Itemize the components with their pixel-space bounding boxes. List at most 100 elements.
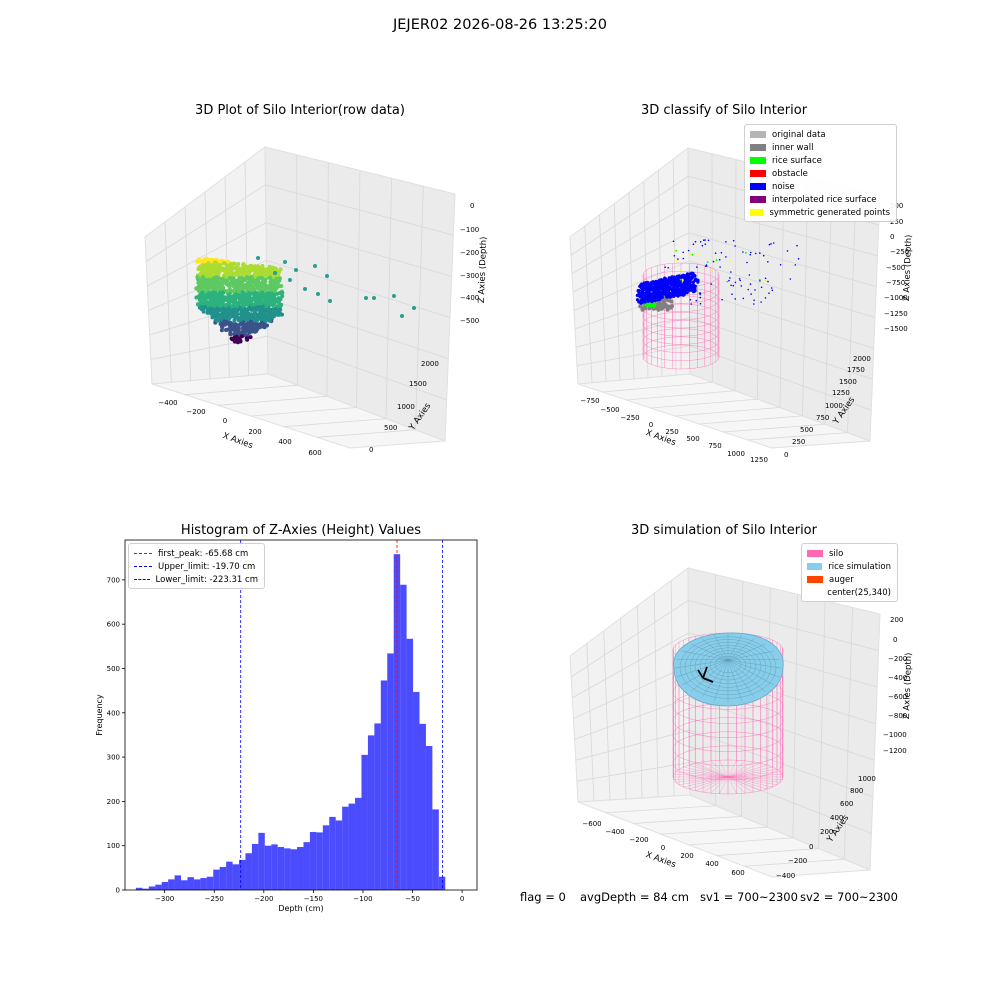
legend-item: rice simulation bbox=[807, 560, 891, 573]
simulation-xtick: 200 bbox=[680, 852, 693, 860]
raw-point bbox=[212, 286, 216, 291]
raw-point bbox=[241, 271, 246, 276]
simulation-zlabel: Z Axies (Depth) bbox=[902, 652, 914, 719]
raw-outlier-point bbox=[364, 296, 368, 300]
raw-xtick: 200 bbox=[248, 428, 261, 436]
raw-point bbox=[225, 271, 230, 276]
legend-item: noise bbox=[750, 180, 890, 193]
raw-point bbox=[268, 280, 273, 285]
noise-point bbox=[714, 252, 717, 254]
classify-floor-pane bbox=[577, 373, 871, 449]
raw-point bbox=[229, 312, 234, 316]
raw-point bbox=[201, 263, 206, 268]
simulation-left-pane bbox=[569, 567, 691, 803]
raw-point bbox=[257, 297, 262, 302]
classify-3d-plot: −750 −500 −250 0 250 500 750 1000 1250 X… bbox=[569, 147, 914, 464]
noise-point bbox=[647, 296, 651, 300]
y-tick-label: 400 bbox=[107, 709, 120, 717]
noise-point bbox=[658, 278, 662, 282]
histogram-bar bbox=[374, 723, 381, 890]
raw-outlier-point bbox=[328, 299, 332, 303]
raw-point bbox=[223, 280, 228, 285]
simulation-xtick: −600 bbox=[582, 820, 601, 828]
histogram-bar bbox=[309, 831, 317, 890]
status-avg-depth: avgDepth = 84 cm bbox=[580, 890, 689, 904]
noise-point bbox=[720, 252, 723, 254]
y-tick-label: 300 bbox=[107, 754, 120, 762]
noise-point bbox=[654, 280, 658, 284]
simulation-ytick: 400 bbox=[830, 814, 843, 822]
noise-point bbox=[690, 303, 692, 305]
classify-zlabel: Z Axies (Depth) bbox=[902, 234, 914, 301]
raw-point bbox=[237, 276, 242, 281]
histogram-reference-lines bbox=[240, 540, 443, 890]
noise-point bbox=[764, 297, 767, 299]
raw-point bbox=[258, 317, 263, 322]
raw-point bbox=[256, 279, 260, 284]
noise-point bbox=[651, 281, 656, 285]
noise-point bbox=[664, 266, 666, 269]
raw-point bbox=[278, 304, 283, 309]
raw-point bbox=[227, 284, 232, 289]
raw-point bbox=[240, 334, 244, 339]
simulation-ztick: 200 bbox=[890, 616, 903, 624]
noise-point bbox=[665, 295, 669, 299]
noise-point bbox=[667, 285, 670, 287]
raw-point bbox=[201, 275, 205, 280]
noise-point bbox=[667, 266, 669, 269]
classify-ztick: −250 bbox=[890, 248, 909, 256]
noise-point bbox=[710, 283, 712, 285]
raw-point bbox=[243, 284, 248, 288]
noise-point bbox=[667, 278, 671, 282]
noise-point bbox=[641, 296, 645, 300]
histogram-bar bbox=[142, 888, 149, 890]
raw-ytick: 1000 bbox=[397, 403, 415, 411]
raw-point bbox=[224, 268, 229, 272]
raw-point bbox=[266, 301, 271, 306]
simulation-xtick: −400 bbox=[605, 828, 624, 836]
noise-point bbox=[738, 278, 741, 280]
noise-point bbox=[659, 282, 663, 286]
raw-point bbox=[234, 329, 239, 334]
raw-point bbox=[260, 290, 265, 295]
symmetric-point bbox=[710, 269, 713, 272]
legend-line bbox=[134, 566, 152, 567]
noise-point bbox=[664, 279, 668, 283]
raw-point bbox=[256, 313, 261, 317]
noise-point bbox=[675, 287, 679, 291]
raw-point bbox=[224, 274, 229, 279]
classify-xtick: 1250 bbox=[750, 456, 768, 464]
noise-point bbox=[768, 243, 771, 246]
raw-outlier-point bbox=[283, 260, 287, 264]
raw-outlier-point bbox=[372, 296, 376, 300]
legend-item: original data bbox=[750, 128, 890, 141]
inner-wall-point bbox=[660, 302, 665, 307]
raw-point bbox=[257, 325, 262, 330]
raw-point bbox=[195, 275, 200, 279]
classify-ytick: 750 bbox=[816, 414, 829, 422]
classify-ztick: −1500 bbox=[884, 325, 908, 333]
raw-point bbox=[244, 268, 249, 273]
raw-point bbox=[274, 276, 279, 281]
noise-point bbox=[685, 280, 689, 285]
noise-point bbox=[742, 251, 744, 253]
raw-xtick: −400 bbox=[158, 399, 177, 407]
raw-point bbox=[256, 276, 260, 281]
raw-point bbox=[263, 274, 268, 279]
histogram-bar bbox=[245, 853, 252, 890]
raw-point bbox=[276, 296, 281, 301]
legend-swatch bbox=[750, 131, 766, 138]
noise-point bbox=[668, 294, 672, 299]
histogram-ylabel: Frequency bbox=[95, 694, 104, 736]
noise-point bbox=[682, 274, 685, 277]
raw-point bbox=[260, 268, 265, 273]
legend-item: interpolated rice surface bbox=[750, 193, 890, 206]
noise-point bbox=[682, 285, 686, 289]
classify-xtick: −250 bbox=[620, 414, 639, 422]
status-sv1: sv1 = 700~2300 bbox=[700, 890, 798, 904]
simulation-xtick: 600 bbox=[731, 869, 744, 877]
simulation-auger-marker bbox=[697, 666, 714, 683]
symmetric-point bbox=[679, 278, 682, 281]
raw-xtick: 400 bbox=[278, 438, 291, 446]
raw-point bbox=[236, 272, 241, 276]
